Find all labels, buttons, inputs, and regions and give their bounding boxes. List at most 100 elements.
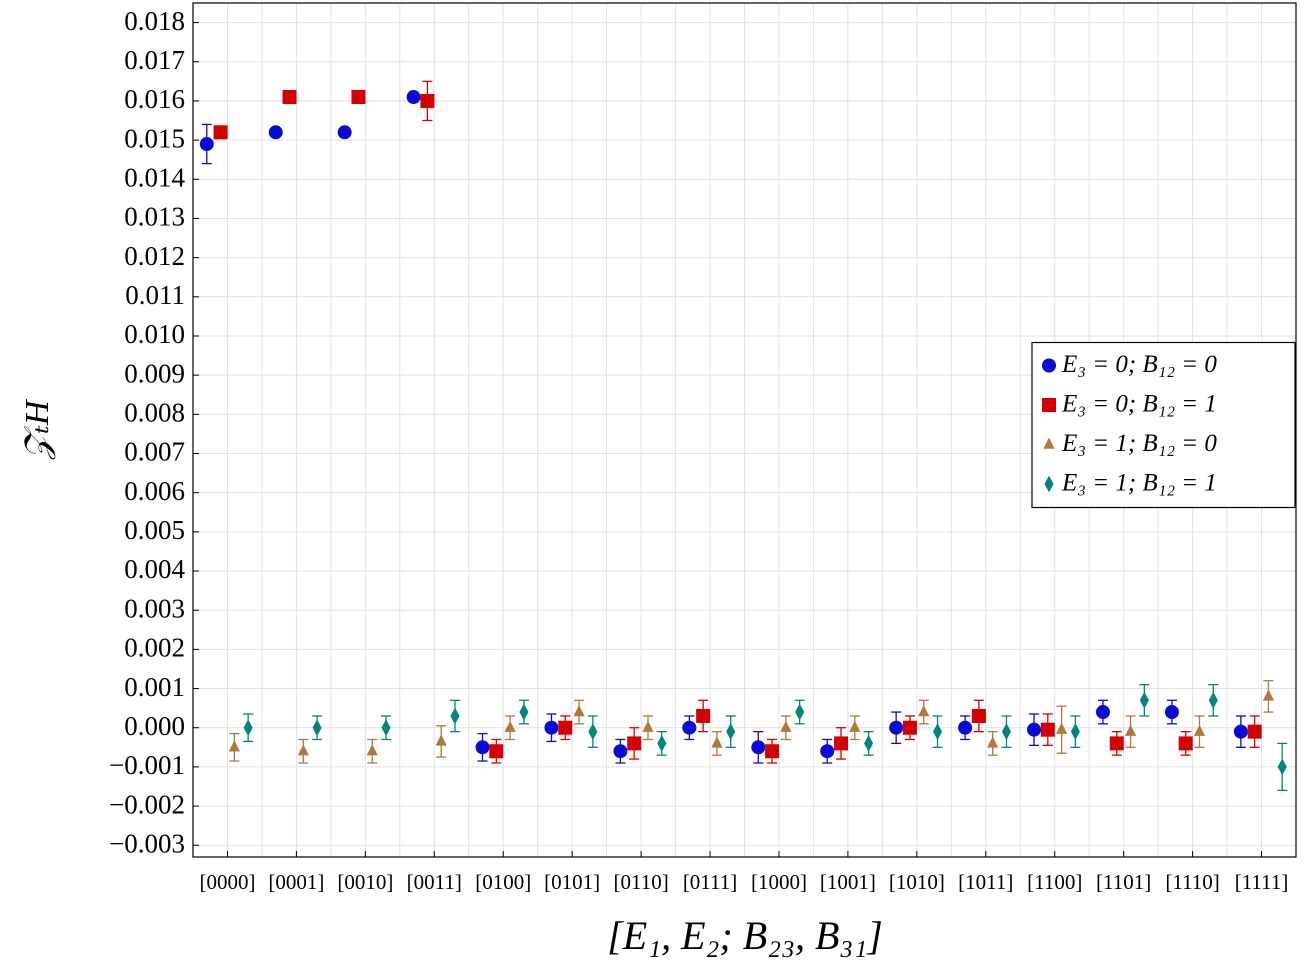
y-tick-label: 0.009 xyxy=(124,358,185,388)
marks xyxy=(199,80,1288,792)
marker-triangle xyxy=(1124,724,1137,736)
marker-square xyxy=(902,720,917,735)
marker-diamond xyxy=(588,723,598,741)
y-tick-label: 0.001 xyxy=(124,672,185,702)
marker-triangle xyxy=(780,720,792,732)
marker-circle xyxy=(475,740,490,755)
y-tick-label: 0.000 xyxy=(124,711,185,741)
x-tick-label: [1101] xyxy=(1096,870,1151,894)
y-tick-label: 0.013 xyxy=(124,202,185,232)
marker-circle xyxy=(958,720,973,735)
y-tick-label: 0.008 xyxy=(124,398,185,428)
marker-square xyxy=(696,708,711,723)
marker-diamond xyxy=(1070,723,1080,741)
x-tick-label: [1111] xyxy=(1235,870,1289,894)
y-tick-label: 0.002 xyxy=(124,633,185,663)
y-tick-label: 0.004 xyxy=(124,554,185,584)
y-tick-label: 0.005 xyxy=(124,515,185,545)
y-tick-label: 0.010 xyxy=(124,319,185,349)
y-tick-label: 0.007 xyxy=(124,437,185,467)
marker-square xyxy=(489,744,504,759)
marker-triangle xyxy=(1056,722,1068,734)
y-tick-label: 0.018 xyxy=(124,6,185,36)
marker-circle xyxy=(1095,705,1110,720)
marker-square xyxy=(1042,398,1056,412)
marker-square xyxy=(420,93,435,108)
marker-triangle xyxy=(1193,724,1206,736)
marker-circle xyxy=(889,720,904,735)
marker-diamond xyxy=(932,723,943,741)
marker-triangle xyxy=(504,720,516,732)
legend-label: E₃ = 0; B₁₂ = 0 xyxy=(1061,351,1217,378)
marker-triangle xyxy=(642,720,654,732)
x-tick-label: [1001] xyxy=(820,870,876,894)
y-tick-label: 0.016 xyxy=(124,84,185,114)
marker-square xyxy=(1178,736,1193,751)
marker-circle xyxy=(1027,722,1042,737)
marker-diamond xyxy=(519,703,529,721)
legend-label: E₃ = 1; B₁₂ = 1 xyxy=(1061,470,1217,497)
legend-label: E₃ = 0; B₁₂ = 1 xyxy=(1061,391,1217,418)
marker-square xyxy=(213,125,228,140)
marker-triangle xyxy=(297,744,309,756)
y-tick-label: 0.006 xyxy=(124,476,185,506)
marker-circle xyxy=(268,125,283,140)
marker-square xyxy=(1247,724,1262,739)
marker-square xyxy=(765,744,780,759)
marker-square xyxy=(834,736,849,751)
marker-square xyxy=(1040,722,1055,737)
x-tick-label: [0001] xyxy=(268,870,324,894)
x-axis-label: [E₁, E₂; B₂₃, B₃₁] xyxy=(607,913,883,958)
marker-triangle xyxy=(1043,437,1055,449)
x-tick-label: [0100] xyxy=(475,870,531,894)
marker-circle xyxy=(406,90,421,105)
marker-square xyxy=(282,90,297,105)
marker-diamond xyxy=(450,707,460,725)
x-tick-label: [1010] xyxy=(889,870,945,894)
marker-diamond xyxy=(726,723,736,741)
y-tick-label: 0.012 xyxy=(124,241,185,271)
marker-square xyxy=(1109,736,1124,751)
marker-circle xyxy=(1164,705,1179,720)
marker-circle xyxy=(751,740,766,755)
marker-diamond xyxy=(381,719,391,737)
marker-circle xyxy=(337,125,352,140)
marker-circle xyxy=(199,137,214,152)
y-tick-label: 0.015 xyxy=(124,123,185,153)
marker-diamond xyxy=(1208,691,1218,709)
y-tick-label: 0.017 xyxy=(124,45,185,75)
x-tick-label: [0000] xyxy=(199,870,255,894)
marker-triangle xyxy=(918,705,930,717)
legend-box xyxy=(1031,341,1296,509)
marker-triangle xyxy=(1262,689,1275,701)
grid xyxy=(192,3,1297,857)
y-tick-label: 0.011 xyxy=(125,280,185,310)
y-tick-label: −0.001 xyxy=(109,750,185,780)
marker-diamond xyxy=(243,719,253,737)
marker-square xyxy=(971,708,986,723)
marker-triangle xyxy=(228,740,240,752)
marker-circle xyxy=(820,744,835,759)
x-tick-label: [0011] xyxy=(407,870,462,894)
x-tick-label: [1011] xyxy=(958,870,1013,894)
marker-triangle xyxy=(987,736,999,748)
y-tick-label: 0.014 xyxy=(124,162,185,192)
marker-diamond xyxy=(1001,723,1012,741)
legend-label: E₃ = 1; B₁₂ = 0 xyxy=(1061,430,1217,457)
x-tick-label: [0111] xyxy=(683,870,737,894)
y-tick-label: −0.002 xyxy=(109,789,185,819)
y-tick-label: −0.003 xyxy=(109,828,185,858)
marker-circle xyxy=(544,720,559,735)
x-tick-label: [1000] xyxy=(751,870,807,894)
marker-diamond xyxy=(795,703,805,721)
marker-circle xyxy=(1233,724,1248,739)
marker-diamond xyxy=(1044,475,1054,493)
x-tick-label: [0010] xyxy=(337,870,393,894)
marker-square xyxy=(558,720,573,735)
x-tick-label: [1110] xyxy=(1165,870,1219,894)
plot-frame xyxy=(192,2,1297,858)
marker-circle xyxy=(1042,358,1056,373)
marker-triangle xyxy=(849,720,861,732)
marker-square xyxy=(351,90,366,105)
